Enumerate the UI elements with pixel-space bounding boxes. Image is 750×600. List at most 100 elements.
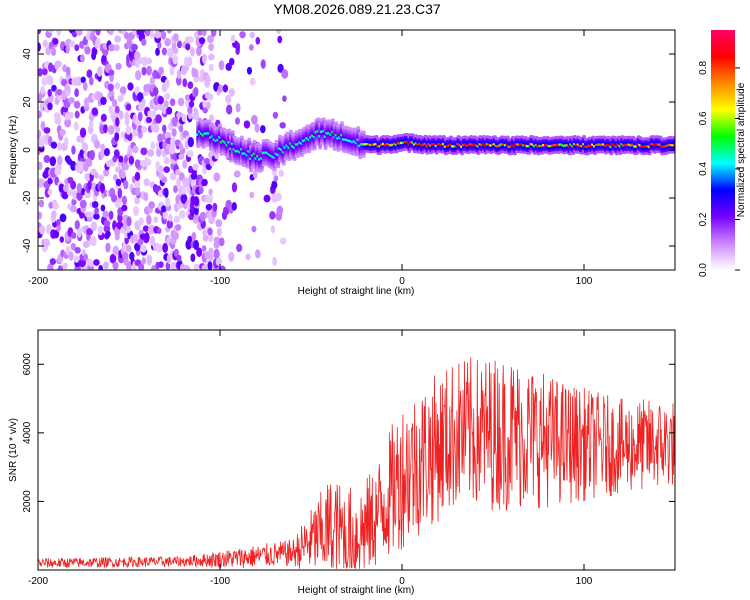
heatmap-cell [251,225,257,233]
heatmap-cell [202,106,208,114]
spectrogram-ytick-label: -20 [22,190,33,205]
heatmap-cell [316,119,321,123]
heatmap-cell [137,238,144,246]
heatmap-cell [205,75,211,85]
heatmap-cell [228,156,233,160]
heatmap-cell [405,132,410,137]
heatmap-cell [193,263,200,270]
snr-ylabel: SNR (10 * v/v) [8,418,19,482]
heatmap-cell [164,131,172,140]
heatmap-cell [201,245,207,252]
heatmap-cell [74,88,79,98]
heatmap-cell [119,86,127,94]
heatmap-cell [239,31,246,39]
heatmap-cell [76,227,82,238]
heatmap-cell [166,219,174,229]
heatmap-cell [56,223,61,232]
snr-ytick-label: 2000 [22,490,33,513]
heatmap-cell [173,248,179,258]
heatmap-cell [163,156,170,165]
heatmap-cell [112,261,119,270]
heatmap-cell [312,144,317,149]
heatmap-cell [79,199,87,209]
heatmap-cell [83,253,89,262]
heatmap-cell [276,162,281,166]
heatmap-cell [272,111,279,119]
heatmap-cell [203,157,211,165]
spectrogram-xtick-label: 0 [399,276,405,287]
heatmap-cell [172,54,178,65]
heatmap-cell [89,149,95,161]
heatmap-cell [252,142,257,146]
heatmap-cell [272,167,277,172]
heatmap-cell [161,47,167,56]
heatmap-cell [193,68,199,79]
heatmap-cell [158,140,164,150]
heatmap-cell [196,247,203,258]
heatmap-cell [66,188,74,197]
heatmap-cell [205,203,213,211]
heatmap-cell [95,30,101,36]
heatmap-cell [100,96,107,106]
heatmap-cell [171,231,179,241]
heatmap-cell [114,131,120,142]
snr-xtick-label: -200 [28,576,48,587]
heatmap-cell [90,221,97,232]
heatmap-cell [249,31,256,39]
heatmap-cell [178,153,185,160]
heatmap-cell [287,157,292,161]
heatmap-cell [68,40,76,48]
heatmap-cell [157,41,162,49]
heatmap-cell [176,40,182,49]
heatmap-cell [180,193,188,204]
heatmap-cell [218,60,225,71]
heatmap-cell [144,30,151,37]
heatmap-cell [115,178,122,187]
heatmap-cell [254,249,261,259]
heatmap-cell [225,62,232,71]
heatmap-cell [152,124,160,133]
heatmap-cell [161,176,168,184]
heatmap-cell [158,261,164,269]
heatmap-cell [153,86,159,96]
heatmap-cell [113,173,118,181]
colorbar-tick-label: 0.4 [698,162,709,176]
heatmap-cell [163,100,169,108]
heatmap-cell [208,93,214,101]
heatmap-cell [74,44,80,52]
heatmap-cell [90,235,97,247]
heatmap-cell [239,135,244,139]
heatmap-cell [361,130,366,134]
heatmap-cell [49,156,57,167]
heatmap-cell [187,137,194,148]
heatmap-cell [98,265,104,270]
heatmap-cell [155,47,160,56]
heatmap-cell [321,119,326,123]
heatmap-cell [316,117,321,121]
heatmap-cell [65,66,71,77]
heatmap-cell [76,190,83,201]
heatmap-cell [140,245,147,253]
figure-title: YM08.2026.089.21.23.C37 [273,1,441,17]
heatmap-cell [141,257,146,265]
heatmap-cell [91,30,97,34]
heatmap-cell [190,46,195,57]
heatmap-cell [184,265,191,270]
heatmap-cell [225,155,230,159]
heatmap-cell [207,34,214,44]
heatmap-cell [141,66,147,76]
heatmap-cell [74,110,80,119]
heatmap-cell [41,76,48,86]
heatmap-cell [38,178,45,188]
heatmap-cell [47,263,54,270]
heatmap-cell [126,226,131,233]
heatmap-cell [76,183,83,194]
heatmap-cell [142,225,150,232]
heatmap-cell [318,146,323,150]
heatmap-cell [193,196,200,207]
heatmap-cell [57,265,64,270]
heatmap-cell [73,100,81,109]
heatmap-cell [70,205,78,213]
heatmap-cell [247,139,252,144]
heatmap-cell [216,150,221,154]
